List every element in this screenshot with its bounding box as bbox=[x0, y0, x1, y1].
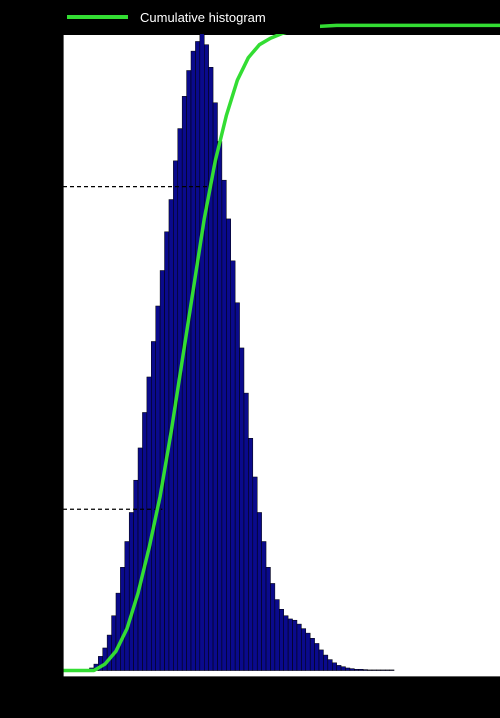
histogram-bar bbox=[287, 618, 293, 671]
y-tick-label: 0.6 bbox=[43, 276, 55, 291]
legend-label: Cumulative histogram bbox=[140, 10, 266, 25]
histogram-bar bbox=[106, 634, 112, 671]
histogram-bar bbox=[115, 592, 121, 671]
histogram-bar bbox=[354, 669, 359, 671]
reference-lines-layer bbox=[63, 186, 209, 510]
histogram-bar bbox=[239, 347, 245, 671]
histogram-bar bbox=[274, 599, 280, 671]
x-tick-label: 0.9 bbox=[219, 690, 234, 702]
histogram-bar bbox=[362, 669, 368, 671]
histogram-bar bbox=[217, 141, 223, 671]
histogram-bar bbox=[234, 302, 240, 671]
histogram-bar bbox=[323, 654, 329, 671]
y-tick-label: 0 bbox=[43, 667, 55, 673]
histogram-bar bbox=[279, 609, 284, 671]
histogram-bar bbox=[124, 541, 130, 671]
histogram-bar bbox=[177, 128, 183, 671]
y-tick-label: 0.15 bbox=[43, 563, 55, 584]
x-tick-label: 0.6 bbox=[152, 690, 167, 702]
histogram-bar bbox=[155, 305, 161, 671]
histogram-bar bbox=[345, 667, 351, 671]
histogram-bar bbox=[305, 632, 311, 671]
histogram-bar bbox=[389, 669, 395, 671]
histogram-bar bbox=[252, 476, 258, 671]
histogram-bar bbox=[195, 41, 201, 671]
histogram-bar bbox=[256, 512, 262, 671]
frame-layer bbox=[62, 35, 500, 678]
histogram-bar bbox=[384, 669, 390, 671]
histogram-bar bbox=[208, 67, 214, 671]
histogram-bar bbox=[181, 96, 187, 671]
histogram-bar bbox=[292, 619, 298, 671]
histogram-bar bbox=[340, 666, 346, 671]
histogram-bar bbox=[190, 50, 196, 671]
y-axis-label: Frequency bbox=[28, 325, 43, 387]
x-tick-label: 1.2 bbox=[285, 690, 300, 702]
histogram-bar bbox=[248, 438, 254, 671]
cumulative-layer bbox=[63, 23, 500, 673]
histogram-bar bbox=[349, 668, 355, 671]
x-tick-label: 1.8 bbox=[417, 690, 432, 702]
histogram-bar bbox=[128, 512, 134, 671]
histogram-bar bbox=[111, 615, 117, 671]
histogram-bar bbox=[243, 392, 249, 671]
histogram-bar bbox=[270, 583, 276, 671]
histogram-bar bbox=[336, 665, 342, 671]
histogram-bar bbox=[296, 623, 302, 671]
histogram-bar bbox=[137, 447, 143, 671]
histogram-bar bbox=[204, 44, 209, 671]
y-ticks-layer: 0 0.15 0.3 0.45 0.6 0.75 0.9 bbox=[43, 82, 63, 674]
y-tick-label: 0.45 bbox=[43, 369, 55, 390]
histogram-bar bbox=[212, 102, 218, 671]
histogram-bar bbox=[261, 541, 267, 671]
histogram-bar bbox=[301, 628, 307, 671]
histogram-bar bbox=[265, 567, 271, 671]
histogram-bar bbox=[371, 669, 377, 671]
histogram-bar bbox=[146, 376, 152, 671]
x-ticks-layer: 0.3 0.6 0.9 1.2 1.5 1.8 bbox=[86, 677, 433, 702]
legend: Cumulative histogram bbox=[60, 4, 320, 34]
histogram-bar bbox=[230, 260, 236, 671]
histogram-bar bbox=[327, 659, 333, 671]
x-tick-label: 1.5 bbox=[351, 690, 366, 702]
histogram-bar bbox=[314, 643, 320, 671]
bars-layer bbox=[89, 31, 395, 671]
histogram-bar bbox=[151, 341, 156, 671]
histogram-bar bbox=[142, 412, 148, 671]
histogram-bar bbox=[380, 669, 386, 671]
histogram-bar bbox=[102, 647, 108, 671]
histogram-bar bbox=[226, 218, 231, 671]
y-tick-label: 0.75 bbox=[43, 176, 55, 197]
y-tick-label: 0.3 bbox=[43, 469, 55, 484]
histogram-bar bbox=[332, 662, 337, 671]
histogram-bar bbox=[358, 669, 364, 671]
histogram-bar bbox=[120, 567, 126, 671]
histogram-bar bbox=[309, 638, 315, 671]
histogram-bar bbox=[221, 179, 227, 671]
histogram-bar bbox=[186, 70, 192, 671]
histogram-bar bbox=[367, 669, 373, 671]
histogram-bar bbox=[199, 31, 205, 671]
cumulative-line bbox=[63, 23, 500, 673]
histogram-bar bbox=[376, 669, 382, 671]
x-tick-label: 0.3 bbox=[86, 690, 101, 702]
histogram-bar bbox=[283, 615, 289, 671]
y-tick-label: 0.9 bbox=[43, 82, 55, 97]
histogram-bar bbox=[318, 649, 324, 671]
